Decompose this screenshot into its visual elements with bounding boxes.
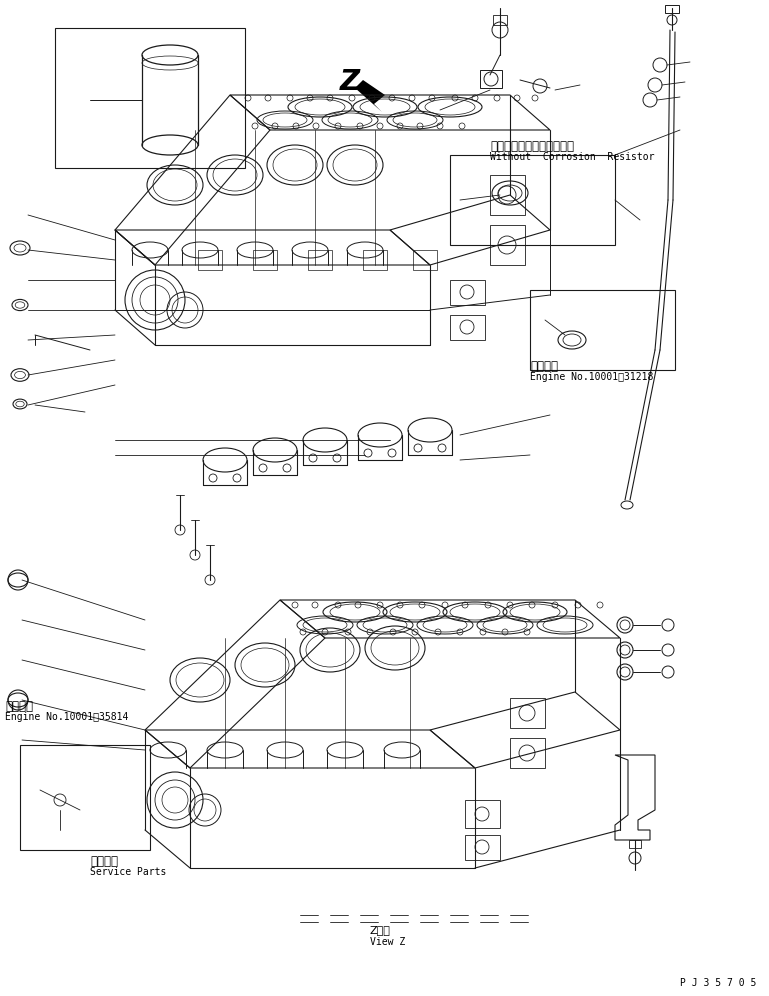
- Bar: [20, 745, 150, 850]
- Bar: [465, 835, 500, 860]
- Text: Service Parts: Service Parts: [90, 867, 166, 877]
- Polygon shape: [355, 80, 385, 112]
- Bar: [510, 738, 545, 768]
- Text: Engine No.10001～31218: Engine No.10001～31218: [530, 372, 654, 382]
- Bar: [198, 250, 222, 270]
- Bar: [629, 840, 641, 848]
- Bar: [413, 250, 437, 270]
- Text: P J 3 5 7 0 5: P J 3 5 7 0 5: [680, 978, 757, 988]
- Text: 適用号機: 適用号機: [530, 360, 558, 373]
- Bar: [450, 280, 485, 305]
- Text: コロージョンレジスタなし: コロージョンレジスタなし: [490, 140, 574, 153]
- Bar: [253, 250, 277, 270]
- Bar: [480, 70, 502, 88]
- Text: 補給専用: 補給専用: [90, 855, 118, 868]
- Text: 適用号機: 適用号機: [5, 700, 33, 713]
- Bar: [665, 5, 679, 13]
- Bar: [363, 250, 387, 270]
- Text: Without  Corrosion  Resistor: Without Corrosion Resistor: [490, 152, 654, 162]
- Bar: [450, 155, 615, 245]
- Bar: [490, 175, 525, 215]
- Bar: [450, 315, 485, 340]
- Bar: [530, 290, 675, 370]
- Bar: [465, 800, 500, 828]
- Bar: [493, 15, 507, 25]
- Bar: [490, 225, 525, 265]
- Text: View Z: View Z: [370, 937, 405, 947]
- Text: Z　視: Z 視: [370, 925, 391, 935]
- Bar: [510, 698, 545, 728]
- Bar: [55, 28, 245, 168]
- Bar: [308, 250, 332, 270]
- Text: Z: Z: [340, 68, 360, 96]
- Text: Engine No.10001～35814: Engine No.10001～35814: [5, 712, 128, 722]
